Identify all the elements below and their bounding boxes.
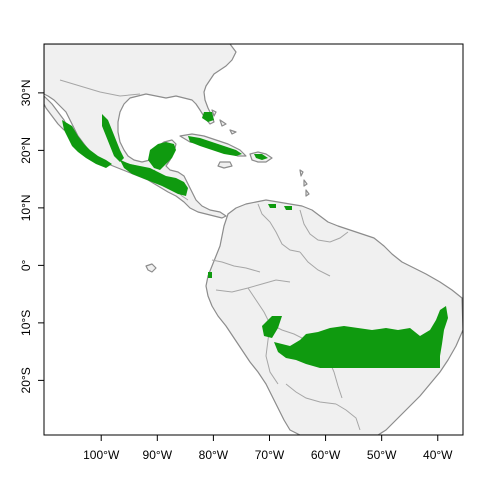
x-tick-label: 70°W bbox=[255, 448, 285, 462]
y-axis: 30°N 20°N 10°N 0° 10°S 20°S bbox=[19, 79, 44, 393]
y-tick-label: 20°S bbox=[19, 367, 33, 393]
habitat-cerrado-belt bbox=[274, 306, 448, 368]
x-tick-label: 90°W bbox=[143, 448, 173, 462]
habitat-mexico-east bbox=[102, 114, 124, 162]
north-america-landmass bbox=[44, 44, 237, 219]
habitat-layer bbox=[62, 112, 448, 368]
south-america-landmass bbox=[205, 199, 463, 435]
habitat-ecuador-spot bbox=[208, 272, 212, 278]
habitat-mexico-west bbox=[62, 120, 112, 168]
x-tick-label: 60°W bbox=[311, 448, 341, 462]
y-tick-label: 0° bbox=[19, 259, 33, 271]
x-axis: 100°W 90°W 80°W 70°W 60°W 50°W 40°W bbox=[83, 435, 453, 462]
x-tick-label: 100°W bbox=[83, 448, 120, 462]
habitat-central-america-south bbox=[120, 160, 188, 196]
habitat-florida bbox=[202, 112, 214, 122]
habitat-yucatan bbox=[148, 142, 176, 170]
x-tick-label: 50°W bbox=[367, 448, 397, 462]
bahamas-islands bbox=[211, 109, 237, 135]
plot-frame bbox=[43, 43, 464, 436]
x-tick-label: 40°W bbox=[423, 448, 453, 462]
jamaica-island bbox=[217, 161, 233, 169]
habitat-venezuela-coast bbox=[268, 204, 292, 210]
habitat-hispaniola bbox=[254, 154, 268, 160]
x-tick-label: 80°W bbox=[199, 448, 229, 462]
habitat-bolivia-west bbox=[262, 316, 282, 338]
y-tick-label: 30°N bbox=[19, 79, 33, 106]
habitat-cuba bbox=[188, 136, 242, 156]
galapagos-islands bbox=[145, 263, 157, 273]
y-tick-label: 10°S bbox=[19, 310, 33, 336]
y-tick-label: 10°N bbox=[19, 194, 33, 221]
y-tick-label: 20°N bbox=[19, 137, 33, 164]
map-panel bbox=[44, 44, 463, 435]
country-borders bbox=[59, 79, 361, 431]
lesser-antilles bbox=[299, 169, 310, 197]
